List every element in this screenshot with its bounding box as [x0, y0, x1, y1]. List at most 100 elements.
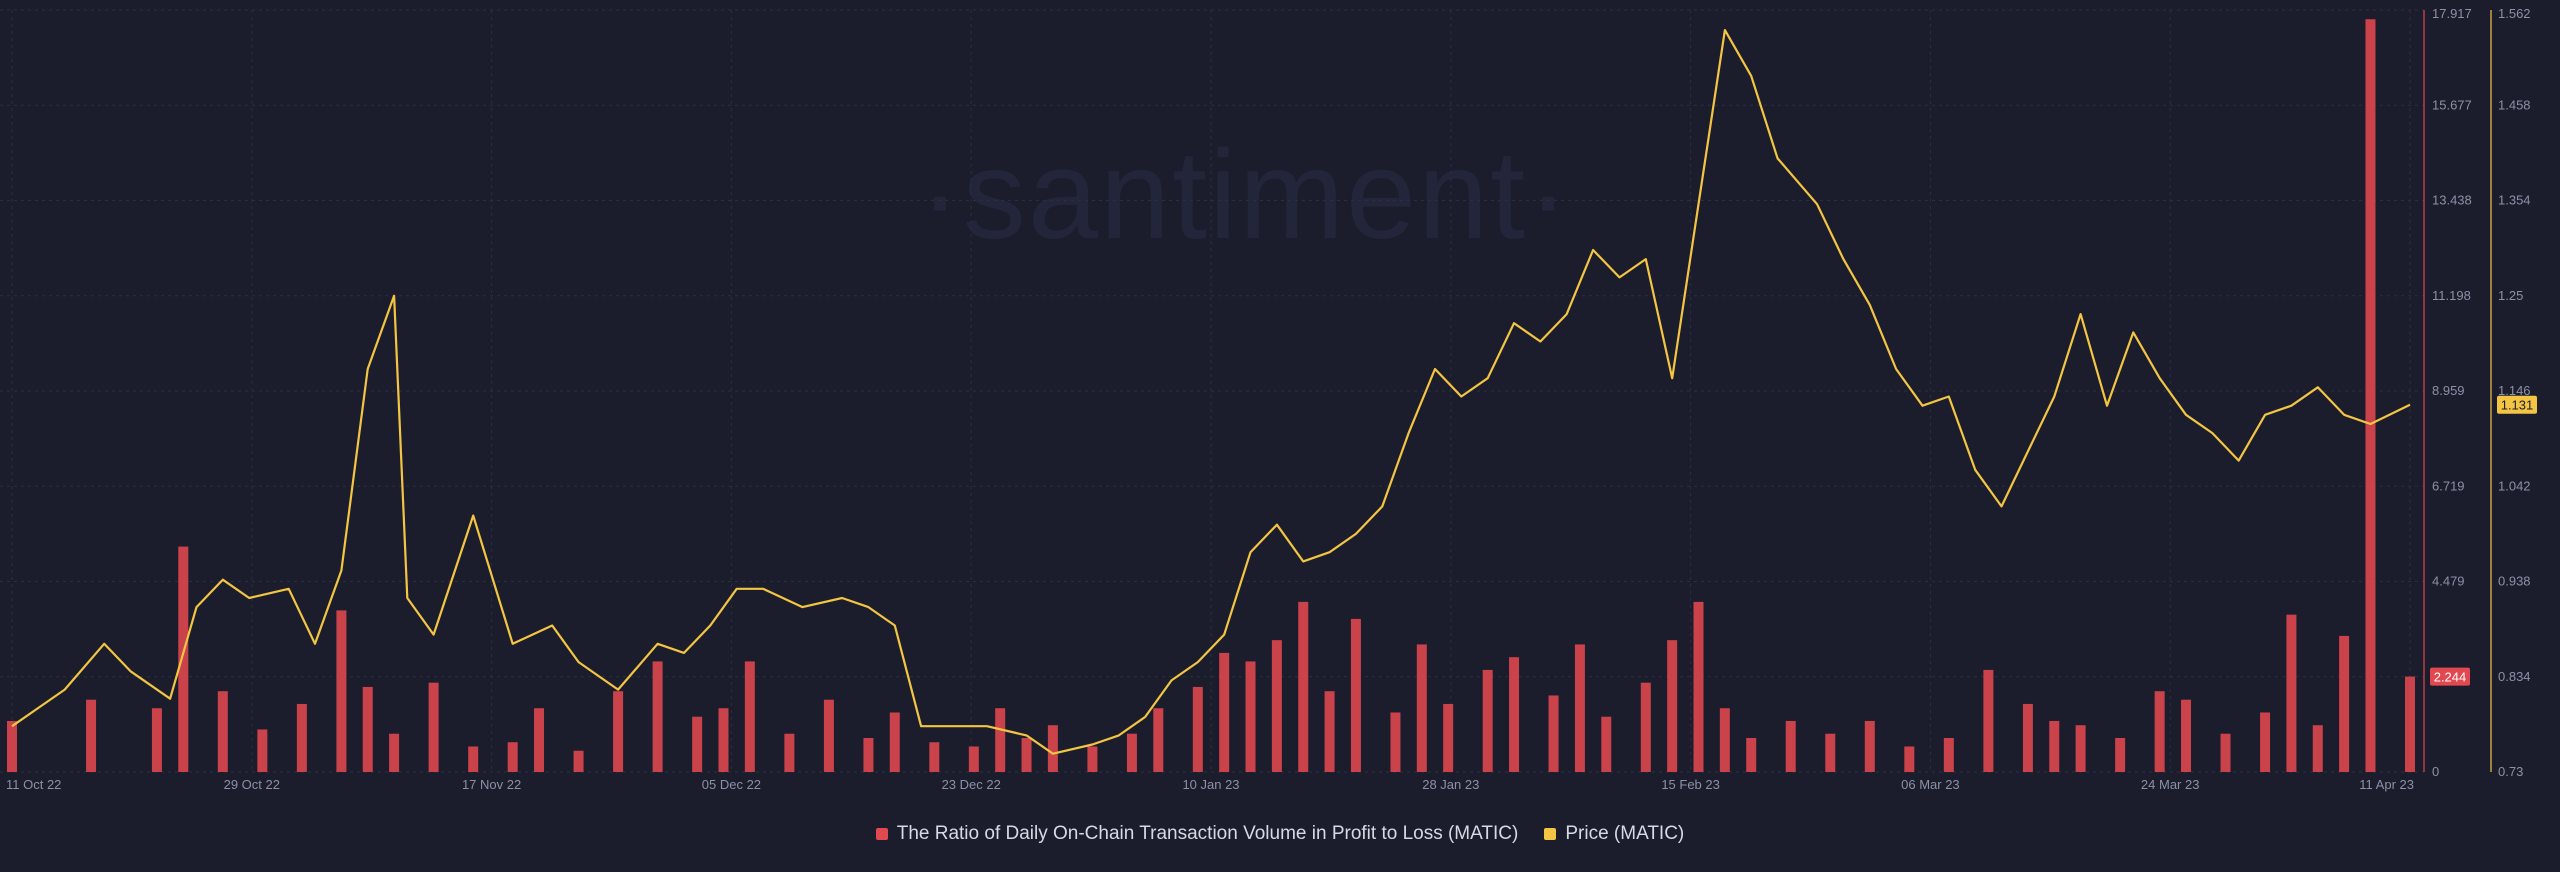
- legend-price-label: Price (MATIC): [1565, 823, 1685, 844]
- ratio-bar: [1601, 716, 1612, 772]
- ratio-bar: [652, 661, 663, 772]
- ratio-bar: [336, 610, 347, 772]
- price-line: [11, 29, 2411, 755]
- x-tick-label: 05 Dec 22: [702, 777, 761, 792]
- ratio-bar: [1021, 737, 1032, 772]
- price-swatch-icon: [1544, 828, 1557, 840]
- ratio-bar: [784, 733, 795, 772]
- ratio-bars: [7, 19, 2415, 773]
- ratio-bar: [2220, 733, 2231, 772]
- ratio-bar: [507, 742, 518, 772]
- ratio-bar: [2181, 699, 2192, 772]
- ratio-bar: [1271, 640, 1282, 772]
- right-axis-ticks: 1.562 1.458 1.354 1.25 1.146 1.042 0.938 0.834 0…: [2498, 6, 2531, 779]
- x-tick-label: 17 Nov 22: [462, 777, 521, 792]
- legend-ratio-label: The Ratio of Daily On-Chain Transaction …: [896, 823, 1519, 844]
- ratio-bar: [2339, 635, 2350, 772]
- legend: The Ratio of Daily On-Chain Transaction …: [0, 818, 2560, 850]
- ratio-bar: [257, 729, 268, 772]
- ratio-bar: [217, 691, 228, 772]
- ratio-bar: [296, 703, 307, 772]
- ratio-bar: [1785, 720, 1796, 772]
- ratio-bar: [1087, 746, 1098, 772]
- ratio-bar: [1390, 712, 1401, 772]
- right-tick-label: 1.354: [2498, 193, 2531, 208]
- ratio-bar: [2260, 712, 2271, 772]
- x-tick-label: 28 Jan 23: [1422, 777, 1479, 792]
- x-tick-label: 29 Oct 22: [224, 777, 280, 792]
- ratio-bar: [1864, 720, 1875, 772]
- ratio-bar: [178, 546, 189, 772]
- ratio-bar: [2022, 703, 2033, 772]
- ratio-bar: [995, 708, 1006, 772]
- ratio-bar: [718, 708, 729, 772]
- ratio-bar: [1667, 640, 1678, 772]
- x-tick-label: 15 Feb 23: [1661, 777, 1720, 792]
- ratio-bar: [2075, 725, 2086, 772]
- ratio-bar: [468, 746, 479, 772]
- ratio-bar: [1324, 691, 1335, 772]
- ratio-swatch-icon: [875, 828, 888, 840]
- ratio-bar: [1443, 703, 1454, 772]
- ratio-bar: [613, 691, 624, 772]
- left-tick-label: 13.438: [2432, 193, 2472, 208]
- ratio-bar: [1298, 601, 1309, 772]
- ratio-bar: [1245, 661, 1256, 772]
- ratio-bar: [823, 699, 834, 772]
- ratio-bar: [1904, 746, 1915, 772]
- price-last-value-badge: 1.131: [2497, 395, 2537, 414]
- ratio-bar: [2115, 737, 2126, 772]
- right-tick-label: 0.834: [2498, 669, 2531, 684]
- ratio-bar: [1825, 733, 1836, 772]
- left-tick-label: 0: [2432, 764, 2439, 779]
- ratio-bar: [1416, 644, 1427, 772]
- left-tick-label: 17.917: [2432, 6, 2472, 21]
- ratio-bar: [744, 661, 755, 772]
- ratio-bar: [929, 742, 940, 772]
- ratio-bar: [1693, 601, 1704, 772]
- ratio-bar: [692, 716, 703, 772]
- ratio-bar: [2286, 614, 2297, 772]
- ratio-bar: [889, 712, 900, 772]
- ratio-bar: [2312, 725, 2323, 772]
- ratio-bar: [1574, 644, 1585, 772]
- ratio-bar: [2154, 691, 2165, 772]
- right-tick-label: 1.042: [2498, 478, 2531, 493]
- ratio-bar: [1640, 682, 1651, 772]
- legend-item-ratio[interactable]: The Ratio of Daily On-Chain Transaction …: [875, 823, 1519, 845]
- ratio-bar: [1047, 725, 1058, 772]
- ratio-bar: [1192, 686, 1203, 772]
- x-tick-label: 11 Apr 23: [2359, 777, 2414, 792]
- legend-item-price[interactable]: Price (MATIC): [1544, 823, 1684, 845]
- ratio-last-value: 2.244: [2434, 670, 2467, 685]
- ratio-bar: [428, 682, 439, 772]
- right-tick-label: 1.25: [2498, 288, 2523, 303]
- left-tick-label: 11.198: [2432, 288, 2471, 303]
- ratio-bar: [2365, 19, 2376, 773]
- x-tick-label: 10 Jan 23: [1182, 777, 1239, 792]
- ratio-bar: [1943, 737, 1954, 772]
- right-tick-label: 0.938: [2498, 574, 2531, 589]
- x-tick-label: 06 Mar 23: [1901, 777, 1960, 792]
- price-last-value: 1.131: [2501, 398, 2534, 413]
- ratio-bar: [1746, 737, 1757, 772]
- ratio-bar: [1219, 652, 1230, 772]
- right-tick-label: 1.458: [2498, 97, 2531, 112]
- ratio-bar: [1153, 708, 1164, 772]
- ratio-bar: [1548, 695, 1559, 772]
- x-axis-ticks: 11 Oct 22 29 Oct 22 17 Nov 22 05 Dec 22 23 D…: [6, 777, 2414, 792]
- x-tick-label: 11 Oct 22: [6, 777, 61, 792]
- ratio-bar: [1719, 708, 1730, 772]
- ratio-bar: [1983, 669, 1994, 772]
- ratio-bar: [1350, 618, 1361, 772]
- ratio-bar: [863, 737, 874, 772]
- left-tick-label: 8.959: [2432, 383, 2465, 398]
- ratio-bar: [1482, 669, 1493, 772]
- left-tick-label: 6.719: [2432, 478, 2465, 493]
- left-tick-label: 4.479: [2432, 574, 2465, 589]
- gridlines: [0, 9, 2424, 773]
- ratio-bar: [362, 686, 373, 772]
- right-tick-label: 1.146: [2498, 383, 2531, 398]
